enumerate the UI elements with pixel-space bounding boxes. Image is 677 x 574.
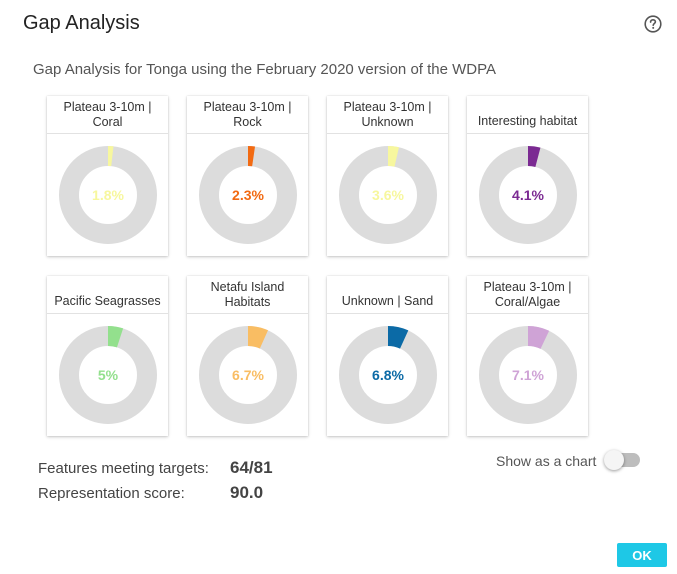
feature-card-title: Unknown | Sand — [327, 276, 448, 314]
feature-card-title: Interesting habitat — [467, 96, 588, 134]
representation-score-value: 90.0 — [230, 483, 264, 502]
feature-donut-chart — [199, 146, 297, 244]
feature-donut-chart — [479, 146, 577, 244]
chart-toggle-switch[interactable] — [604, 450, 640, 470]
donut-protected-slice — [59, 146, 157, 244]
feature-card-grid: Plateau 3-10m | Coral 1.8% Plateau 3-10m… — [47, 96, 607, 446]
feature-card-title: Plateau 3-10m | Unknown — [327, 96, 448, 134]
feature-card: Plateau 3-10m | Unknown 3.6% — [327, 96, 448, 256]
feature-card: Plateau 3-10m | Coral 1.8% — [47, 96, 168, 256]
donut-protected-slice — [59, 326, 157, 424]
feature-card-title: Netafu Island Habitats — [187, 276, 308, 314]
dialog-title: Gap Analysis — [23, 12, 140, 34]
donut-protected-slice — [339, 146, 437, 244]
dialog-subtitle: Gap Analysis for Tonga using the Februar… — [33, 61, 497, 78]
donut-protected-slice — [199, 326, 297, 424]
feature-card: Plateau 3-10m | Rock 2.3% — [187, 96, 308, 256]
feature-donut-chart — [59, 326, 157, 424]
representation-score-label: Representation score: — [38, 485, 185, 502]
feature-card: Unknown | Sand 6.8% — [327, 276, 448, 436]
feature-donut-chart — [199, 326, 297, 424]
feature-donut-chart — [59, 146, 157, 244]
chart-toggle-label: Show as a chart — [496, 453, 597, 469]
feature-percent-label: 3.6% — [372, 187, 404, 203]
feature-percent-label: 5% — [97, 367, 119, 383]
donut-protected-slice — [199, 146, 297, 244]
donut-protected-slice — [479, 146, 577, 244]
help-circle-icon[interactable] — [644, 15, 662, 33]
ok-button[interactable]: OK — [617, 543, 667, 567]
feature-percent-label: 4.1% — [512, 187, 544, 203]
donut-protected-slice — [479, 326, 577, 424]
feature-percent-label: 7.1% — [512, 367, 544, 383]
feature-percent-label: 2.3% — [232, 187, 264, 203]
donut-protected-slice — [339, 326, 437, 424]
feature-percent-label: 6.8% — [372, 367, 404, 383]
chart-toggle-thumb[interactable] — [604, 450, 624, 470]
feature-donut-chart — [339, 326, 437, 424]
feature-card-title: Plateau 3-10m | Rock — [187, 96, 308, 134]
feature-donut-chart — [339, 146, 437, 244]
feature-card-title: Plateau 3-10m | Coral/Algae — [467, 276, 588, 314]
feature-percent-label: 6.7% — [232, 367, 264, 383]
features-meeting-targets-value: 64/81 — [230, 458, 273, 477]
feature-card-title: Pacific Seagrasses — [47, 276, 168, 314]
feature-card: Pacific Seagrasses 5% — [47, 276, 168, 436]
feature-donut-chart — [479, 326, 577, 424]
feature-card: Netafu Island Habitats 6.7% — [187, 276, 308, 436]
feature-percent-label: 1.8% — [92, 187, 124, 203]
feature-card-title: Plateau 3-10m | Coral — [47, 96, 168, 134]
features-meeting-targets-label: Features meeting targets: — [38, 460, 209, 477]
feature-card: Plateau 3-10m | Coral/Algae 7.1% — [467, 276, 588, 436]
feature-card: Interesting habitat 4.1% — [467, 96, 588, 256]
